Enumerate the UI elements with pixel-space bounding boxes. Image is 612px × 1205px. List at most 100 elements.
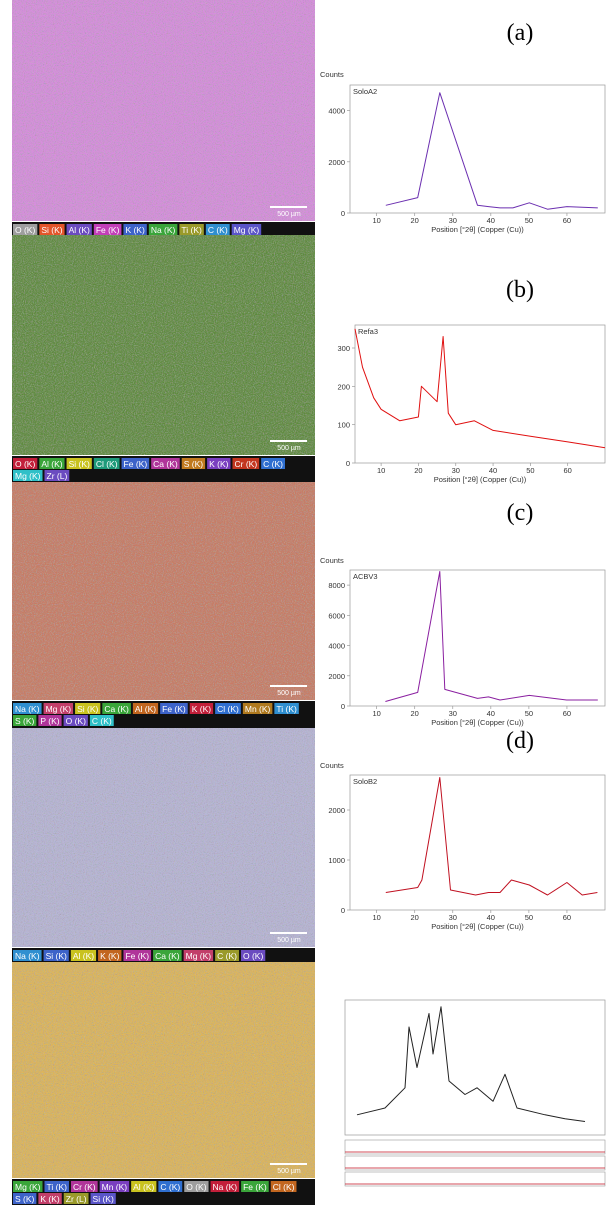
y-axis-label: Counts (320, 556, 344, 565)
plot-frame (349, 84, 606, 214)
xrd-pattern (385, 571, 598, 702)
legend-label: Na (K) (151, 225, 176, 235)
legend-label: O (K) (15, 225, 35, 235)
scale-label: 500 µm (277, 445, 301, 452)
series-name: SoloA2 (353, 87, 377, 96)
legend-label: Mg (K) (15, 471, 41, 481)
legend-swatch (98, 950, 122, 961)
x-tick-label: 40 (487, 709, 495, 718)
legend-swatch (123, 950, 152, 961)
y-tick-label: 300 (337, 344, 350, 353)
legend-label: O (K) (186, 1182, 206, 1192)
legend-swatch (274, 703, 299, 714)
legend-swatch (179, 224, 204, 235)
panel-label: (a) (507, 20, 534, 46)
plot-frame (349, 569, 606, 707)
legend-label: K (K) (209, 459, 229, 469)
legend-label: Si (K) (46, 951, 67, 961)
reference-strip (344, 1171, 606, 1187)
legend-swatch (93, 224, 122, 235)
x-tick-label: 50 (526, 466, 534, 475)
legend-label: Mg (K) (15, 1182, 41, 1192)
x-axis-label: Position [°2θ] (Copper (Cu)) (434, 475, 527, 484)
legend-label: K (K) (125, 225, 145, 235)
reference-strip (344, 1155, 606, 1171)
legend-swatch (39, 224, 65, 235)
legend-swatch (38, 1193, 62, 1204)
legend-label: Si (K) (93, 1194, 114, 1204)
panel-label: (b) (506, 277, 534, 303)
x-tick-label: 20 (411, 709, 419, 718)
map-texture (12, 235, 315, 455)
legend-label: Si (K) (41, 225, 62, 235)
plot-frame (344, 999, 606, 1136)
legend-swatch (151, 458, 180, 469)
y-tick-label: 0 (341, 702, 345, 711)
legend-label: Cl (K) (273, 1182, 295, 1192)
x-tick-label: 40 (487, 216, 495, 225)
legend-swatch (13, 458, 38, 469)
xrd-pattern (354, 328, 606, 449)
legend-label: Al (K) (133, 1182, 154, 1192)
y-tick-label: 0 (341, 906, 345, 915)
legend-label: Al (K) (73, 951, 94, 961)
legend-swatch (183, 950, 214, 961)
legend-swatch (63, 715, 88, 726)
legend-swatch (13, 1181, 43, 1192)
scale-label: 500 µm (277, 211, 301, 218)
map-texture (12, 962, 315, 1178)
x-tick-label: 30 (452, 466, 460, 475)
y-axis-label: Counts (320, 761, 344, 770)
legend-swatch (210, 1181, 240, 1192)
legend-swatch (13, 703, 42, 714)
x-tick-label: 10 (372, 709, 380, 718)
legend-label: Cr (K) (73, 1182, 96, 1192)
legend-swatch (89, 715, 114, 726)
legend-label: Fe (K) (96, 225, 120, 235)
legend-swatch (90, 1193, 116, 1204)
xrd-pattern (385, 777, 598, 896)
legend-swatch (66, 224, 92, 235)
legend-swatch (153, 950, 182, 961)
legend-label: K (K) (100, 951, 120, 961)
legend-swatch (13, 224, 38, 235)
legend-label: P (K) (40, 716, 59, 726)
legend-swatch (184, 1181, 209, 1192)
y-tick-label: 2000 (328, 158, 345, 167)
legend-swatch (123, 224, 147, 235)
scale-label: 500 µm (277, 690, 301, 697)
legend-label: C (K) (263, 459, 283, 469)
map-texture (12, 728, 315, 947)
legend-swatch (270, 1181, 297, 1192)
scale-label: 500 µm (277, 937, 301, 944)
y-tick-label: 2000 (328, 806, 345, 815)
legend-swatch (75, 703, 101, 714)
y-tick-label: 6000 (328, 611, 345, 620)
y-tick-label: 4000 (328, 107, 345, 116)
x-tick-label: 10 (377, 466, 385, 475)
legend-label: Ca (K) (104, 704, 129, 714)
legend-label: O (K) (66, 716, 86, 726)
x-tick-label: 30 (449, 709, 457, 718)
legend-label: Mn (K) (102, 1182, 128, 1192)
legend-swatch (232, 458, 260, 469)
legend-swatch (39, 458, 65, 469)
x-tick-label: 10 (372, 913, 380, 922)
y-tick-label: 200 (337, 382, 350, 391)
y-tick-label: 8000 (328, 581, 345, 590)
legend-swatch (132, 703, 159, 714)
legend-label: Si (K) (77, 704, 98, 714)
reference-strip (344, 1139, 606, 1155)
legend-swatch (102, 703, 131, 714)
legend-label: Fe (K) (243, 1182, 267, 1192)
x-tick-label: 60 (563, 216, 571, 225)
legend-swatch (66, 458, 92, 469)
legend-swatch (160, 703, 188, 714)
legend-swatch (121, 458, 150, 469)
legend-swatch (43, 703, 74, 714)
legend-label: Al (K) (69, 225, 90, 235)
x-tick-label: 50 (525, 216, 533, 225)
legend-swatch (93, 458, 120, 469)
x-tick-label: 60 (563, 709, 571, 718)
y-axis-label: Counts (320, 70, 344, 79)
